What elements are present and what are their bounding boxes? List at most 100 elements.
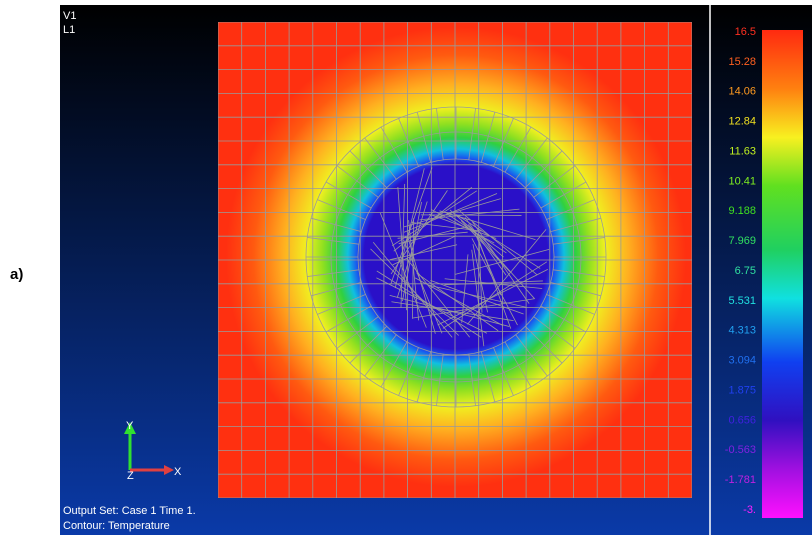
mesh-line: [390, 190, 448, 275]
mesh-line: [444, 278, 543, 289]
mesh-line: [480, 112, 496, 163]
mesh-line: [307, 269, 359, 277]
mesh-line: [406, 258, 470, 338]
mesh-line: [504, 126, 532, 173]
mesh-line: [467, 229, 547, 325]
legend-label: 14.06: [728, 86, 756, 98]
mesh-line: [428, 213, 497, 239]
mesh-line: [472, 221, 530, 304]
mesh-line: [533, 165, 576, 198]
legend-label: 7.969: [728, 235, 756, 247]
mesh-line: [504, 341, 532, 388]
mesh-line: [398, 226, 468, 245]
mesh-line: [370, 248, 459, 336]
legend-label: -0.563: [725, 444, 756, 456]
legend-label: 15.28: [728, 56, 756, 68]
legend-bar: [762, 30, 803, 518]
mesh-line: [398, 347, 419, 396]
legend-label: -1.781: [725, 474, 756, 486]
legend-label: 11.63: [729, 145, 756, 157]
mesh-line: [550, 217, 601, 233]
mesh-line: [416, 272, 499, 332]
legend-label: 12.84: [728, 116, 756, 128]
mesh-line: [546, 199, 595, 220]
legend-label: 9.188: [728, 205, 756, 217]
legend-label: 0.656: [728, 414, 756, 426]
mesh-line: [403, 198, 501, 228]
mesh-line: [379, 212, 427, 328]
mesh-line: [540, 181, 587, 209]
mesh-line: [460, 220, 511, 273]
mesh-line: [380, 341, 408, 388]
mesh-line: [456, 214, 541, 269]
mesh-line: [397, 187, 408, 311]
axis-x: X: [174, 466, 182, 478]
mesh-line: [389, 244, 458, 261]
mesh-line: [468, 108, 476, 160]
mesh-line: [467, 224, 535, 299]
mesh-line: [533, 316, 576, 349]
layer-label: L1: [63, 24, 75, 36]
mesh-line: [414, 277, 504, 326]
mesh-line: [398, 118, 419, 167]
view-label: V1: [63, 10, 76, 22]
mesh-line: [468, 354, 476, 406]
mesh-line: [364, 334, 397, 377]
mesh-line: [480, 351, 496, 402]
legend-label: 3.094: [728, 355, 756, 367]
mesh-line: [553, 237, 605, 245]
mesh-line: [446, 213, 507, 254]
mesh-line: [336, 165, 379, 198]
legend-label: 1.875: [728, 384, 756, 396]
output-set: Output Set: Case 1 Time 1.: [63, 505, 196, 517]
legend-label: -3.: [743, 504, 756, 516]
legend-label: 5.531: [728, 295, 756, 307]
mesh-line: [403, 240, 443, 334]
axis-y: Y: [126, 420, 134, 432]
mesh-line: [444, 280, 543, 286]
mesh-line: [436, 354, 444, 406]
legend-label: 16.5: [735, 26, 756, 38]
axis-triad: Y Z X: [124, 420, 182, 482]
legend-label: 6.75: [735, 265, 756, 277]
mesh-line: [364, 137, 397, 180]
mesh-line: [515, 334, 548, 377]
mesh-line: [430, 280, 524, 315]
mesh: [218, 22, 692, 498]
mesh-line: [455, 249, 550, 275]
mesh-line: [349, 326, 387, 364]
mesh-line: [403, 193, 498, 233]
mesh-line: [311, 281, 362, 297]
mesh-line: [408, 220, 420, 321]
mesh-line: [325, 181, 372, 209]
mesh-line: [478, 242, 483, 313]
mesh-line: [525, 150, 563, 188]
mesh-line: [416, 351, 432, 402]
mesh-line: [471, 249, 485, 347]
mesh-line: [392, 235, 457, 266]
figure-label: a): [10, 266, 23, 283]
legend-label: 4.313: [728, 325, 756, 337]
mesh-line: [493, 118, 514, 167]
mesh-line: [550, 281, 601, 297]
mesh-line: [402, 201, 422, 302]
mesh-line: [311, 217, 362, 233]
contour-name: Contour: Temperature: [63, 520, 170, 532]
mesh-line: [307, 237, 359, 245]
mesh-line: [546, 294, 595, 315]
mesh-line: [437, 269, 548, 326]
legend: 16.5 15.28 14.06 12.84 11.63 10.41 9.188 7.969 6…: [725, 26, 756, 516]
mesh-line: [376, 277, 488, 334]
mesh-line: [380, 126, 408, 173]
mesh-line: [391, 301, 514, 322]
mesh-line: [553, 269, 605, 277]
mesh-line: [317, 199, 366, 220]
mesh-line: [336, 316, 379, 349]
mesh-line: [407, 237, 436, 334]
mesh-line: [515, 137, 548, 180]
mesh-line: [471, 238, 518, 326]
mesh-line: [429, 285, 527, 308]
legend-label: 10.41: [728, 175, 756, 187]
mesh-line: [325, 305, 372, 333]
